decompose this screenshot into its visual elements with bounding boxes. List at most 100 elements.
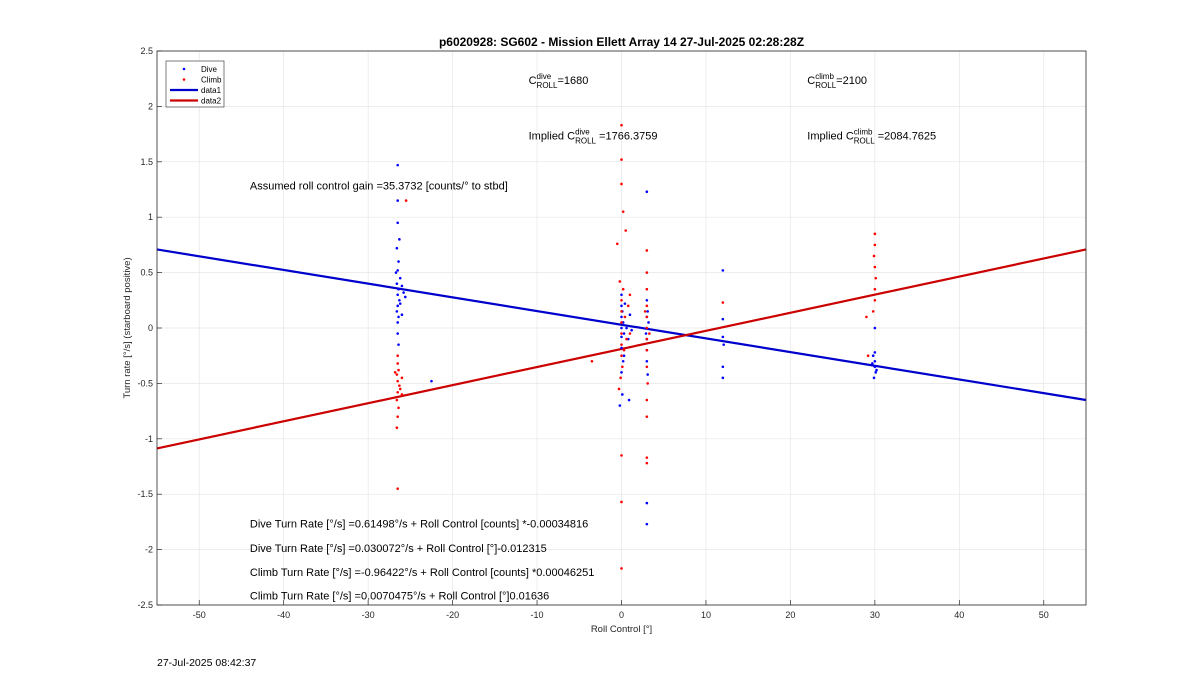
climb-point xyxy=(619,376,622,380)
climb-point xyxy=(397,368,400,372)
x-tick-label: -20 xyxy=(446,610,459,620)
dive-point xyxy=(625,326,628,330)
legend-label-data1: data1 xyxy=(201,86,222,95)
climb-point xyxy=(620,299,623,302)
timestamp: 27-Jul-2025 08:42:37 xyxy=(157,657,256,669)
annotation-eq2: Dive Turn Rate [°/s] =0.030072°/s + Roll… xyxy=(250,543,547,555)
climb-point xyxy=(395,373,399,376)
climb-point xyxy=(874,276,878,280)
climb-point xyxy=(645,287,649,291)
climb-point xyxy=(873,265,877,269)
climb-point xyxy=(643,310,647,313)
dive-point xyxy=(402,291,405,294)
climb-point xyxy=(721,301,725,304)
dive-point xyxy=(871,354,875,358)
climb-point xyxy=(400,393,404,396)
dive-point xyxy=(395,310,399,313)
dive-point xyxy=(627,398,631,402)
x-tick-label: 30 xyxy=(870,610,880,620)
dive-point xyxy=(873,351,877,354)
climb-point xyxy=(620,500,623,504)
climb-point xyxy=(620,310,623,313)
dive-point xyxy=(874,371,878,374)
climb-point xyxy=(618,280,622,283)
climb-point xyxy=(617,387,621,391)
dive-point xyxy=(721,376,725,380)
climb-point xyxy=(623,315,627,319)
climb-point xyxy=(622,348,626,352)
dive-point xyxy=(872,376,876,380)
climb-point xyxy=(646,382,649,385)
dive-point xyxy=(645,190,649,194)
dive-point xyxy=(395,246,399,250)
y-tick-label: 2 xyxy=(148,101,153,111)
dive-point xyxy=(620,335,623,339)
climb-point xyxy=(645,398,649,402)
annotations: Cdive ROLL=1680 Cclimb ROLL=2100 Implied Cdi… xyxy=(250,72,936,602)
y-tick-label: -1 xyxy=(145,434,153,444)
series-layer xyxy=(156,123,1087,570)
dive-point xyxy=(621,359,625,363)
climb-point xyxy=(873,243,877,247)
climb-point xyxy=(620,567,623,570)
dive-point xyxy=(620,304,623,308)
dive-point xyxy=(871,362,874,365)
climb-point xyxy=(615,242,619,246)
dive-point xyxy=(396,221,399,225)
dive-point xyxy=(394,271,398,274)
climb-point xyxy=(620,182,623,186)
climb-point xyxy=(396,354,399,358)
dive-point xyxy=(628,313,632,317)
dive-point xyxy=(396,163,399,167)
chart-title: p6020928: SG602 - Mission Ellett Array 1… xyxy=(439,35,804,49)
dive-point xyxy=(396,321,399,324)
climb-point xyxy=(620,354,623,358)
dive-point xyxy=(430,379,433,383)
climb-point xyxy=(590,359,594,363)
ticks: -50 -40 -30 -20 -10 0 10 20 30 40 50-2.5-2-1.5-1-0… xyxy=(137,46,1048,620)
dive-point xyxy=(396,269,399,272)
dive-point xyxy=(398,299,401,302)
dive-point xyxy=(400,284,404,288)
legend-label-dive: Dive xyxy=(201,65,218,74)
climb-point xyxy=(628,293,632,297)
annotation-c-dive: Cdive ROLL=1680 xyxy=(529,72,589,90)
dive-point xyxy=(396,332,399,335)
climb-point xyxy=(645,348,649,352)
legend-marker-dive xyxy=(182,67,186,71)
y-tick-label: 0.5 xyxy=(140,268,153,278)
climb-point xyxy=(396,362,399,365)
climb-point xyxy=(865,315,868,319)
climb-point xyxy=(621,287,625,291)
dive-point xyxy=(622,354,626,358)
x-tick-label: -50 xyxy=(193,610,206,620)
dive-point xyxy=(645,359,649,363)
series-dive xyxy=(394,163,878,526)
dive-point xyxy=(620,293,623,297)
dive-point xyxy=(721,269,725,272)
y-tick-label: 1 xyxy=(148,212,153,222)
climb-point xyxy=(872,254,876,258)
climb-point xyxy=(645,415,649,418)
climb-point xyxy=(396,415,399,418)
annotation-eq4: Climb Turn Rate [°/s] =0.0070475°/s + Ro… xyxy=(250,590,549,602)
dive-point xyxy=(646,310,649,313)
climb-point xyxy=(645,365,649,369)
dive-point xyxy=(722,343,725,346)
dive-point xyxy=(618,404,622,407)
dive-point xyxy=(621,393,624,396)
climb-point xyxy=(626,304,630,308)
annotation-implied-dive: Implied Cdive ROLL =1766.3759 xyxy=(529,128,658,146)
dive-point xyxy=(646,373,649,376)
y-axis-label: Turn rate [°/s] (starboard positive) xyxy=(122,257,133,398)
climb-point xyxy=(645,249,649,252)
dive-point xyxy=(644,332,648,335)
annotation-eq1: Dive Turn Rate [°/s] =0.61498°/s + Roll … xyxy=(250,518,588,530)
y-tick-label: -0.5 xyxy=(137,378,153,388)
annotation-implied-climb: Implied Cclimb ROLL =2084.7625 xyxy=(807,128,936,146)
dive-point xyxy=(623,302,627,305)
climb-point xyxy=(620,454,623,457)
y-tick-label: -1.5 xyxy=(137,489,153,499)
climb-point xyxy=(866,354,870,358)
